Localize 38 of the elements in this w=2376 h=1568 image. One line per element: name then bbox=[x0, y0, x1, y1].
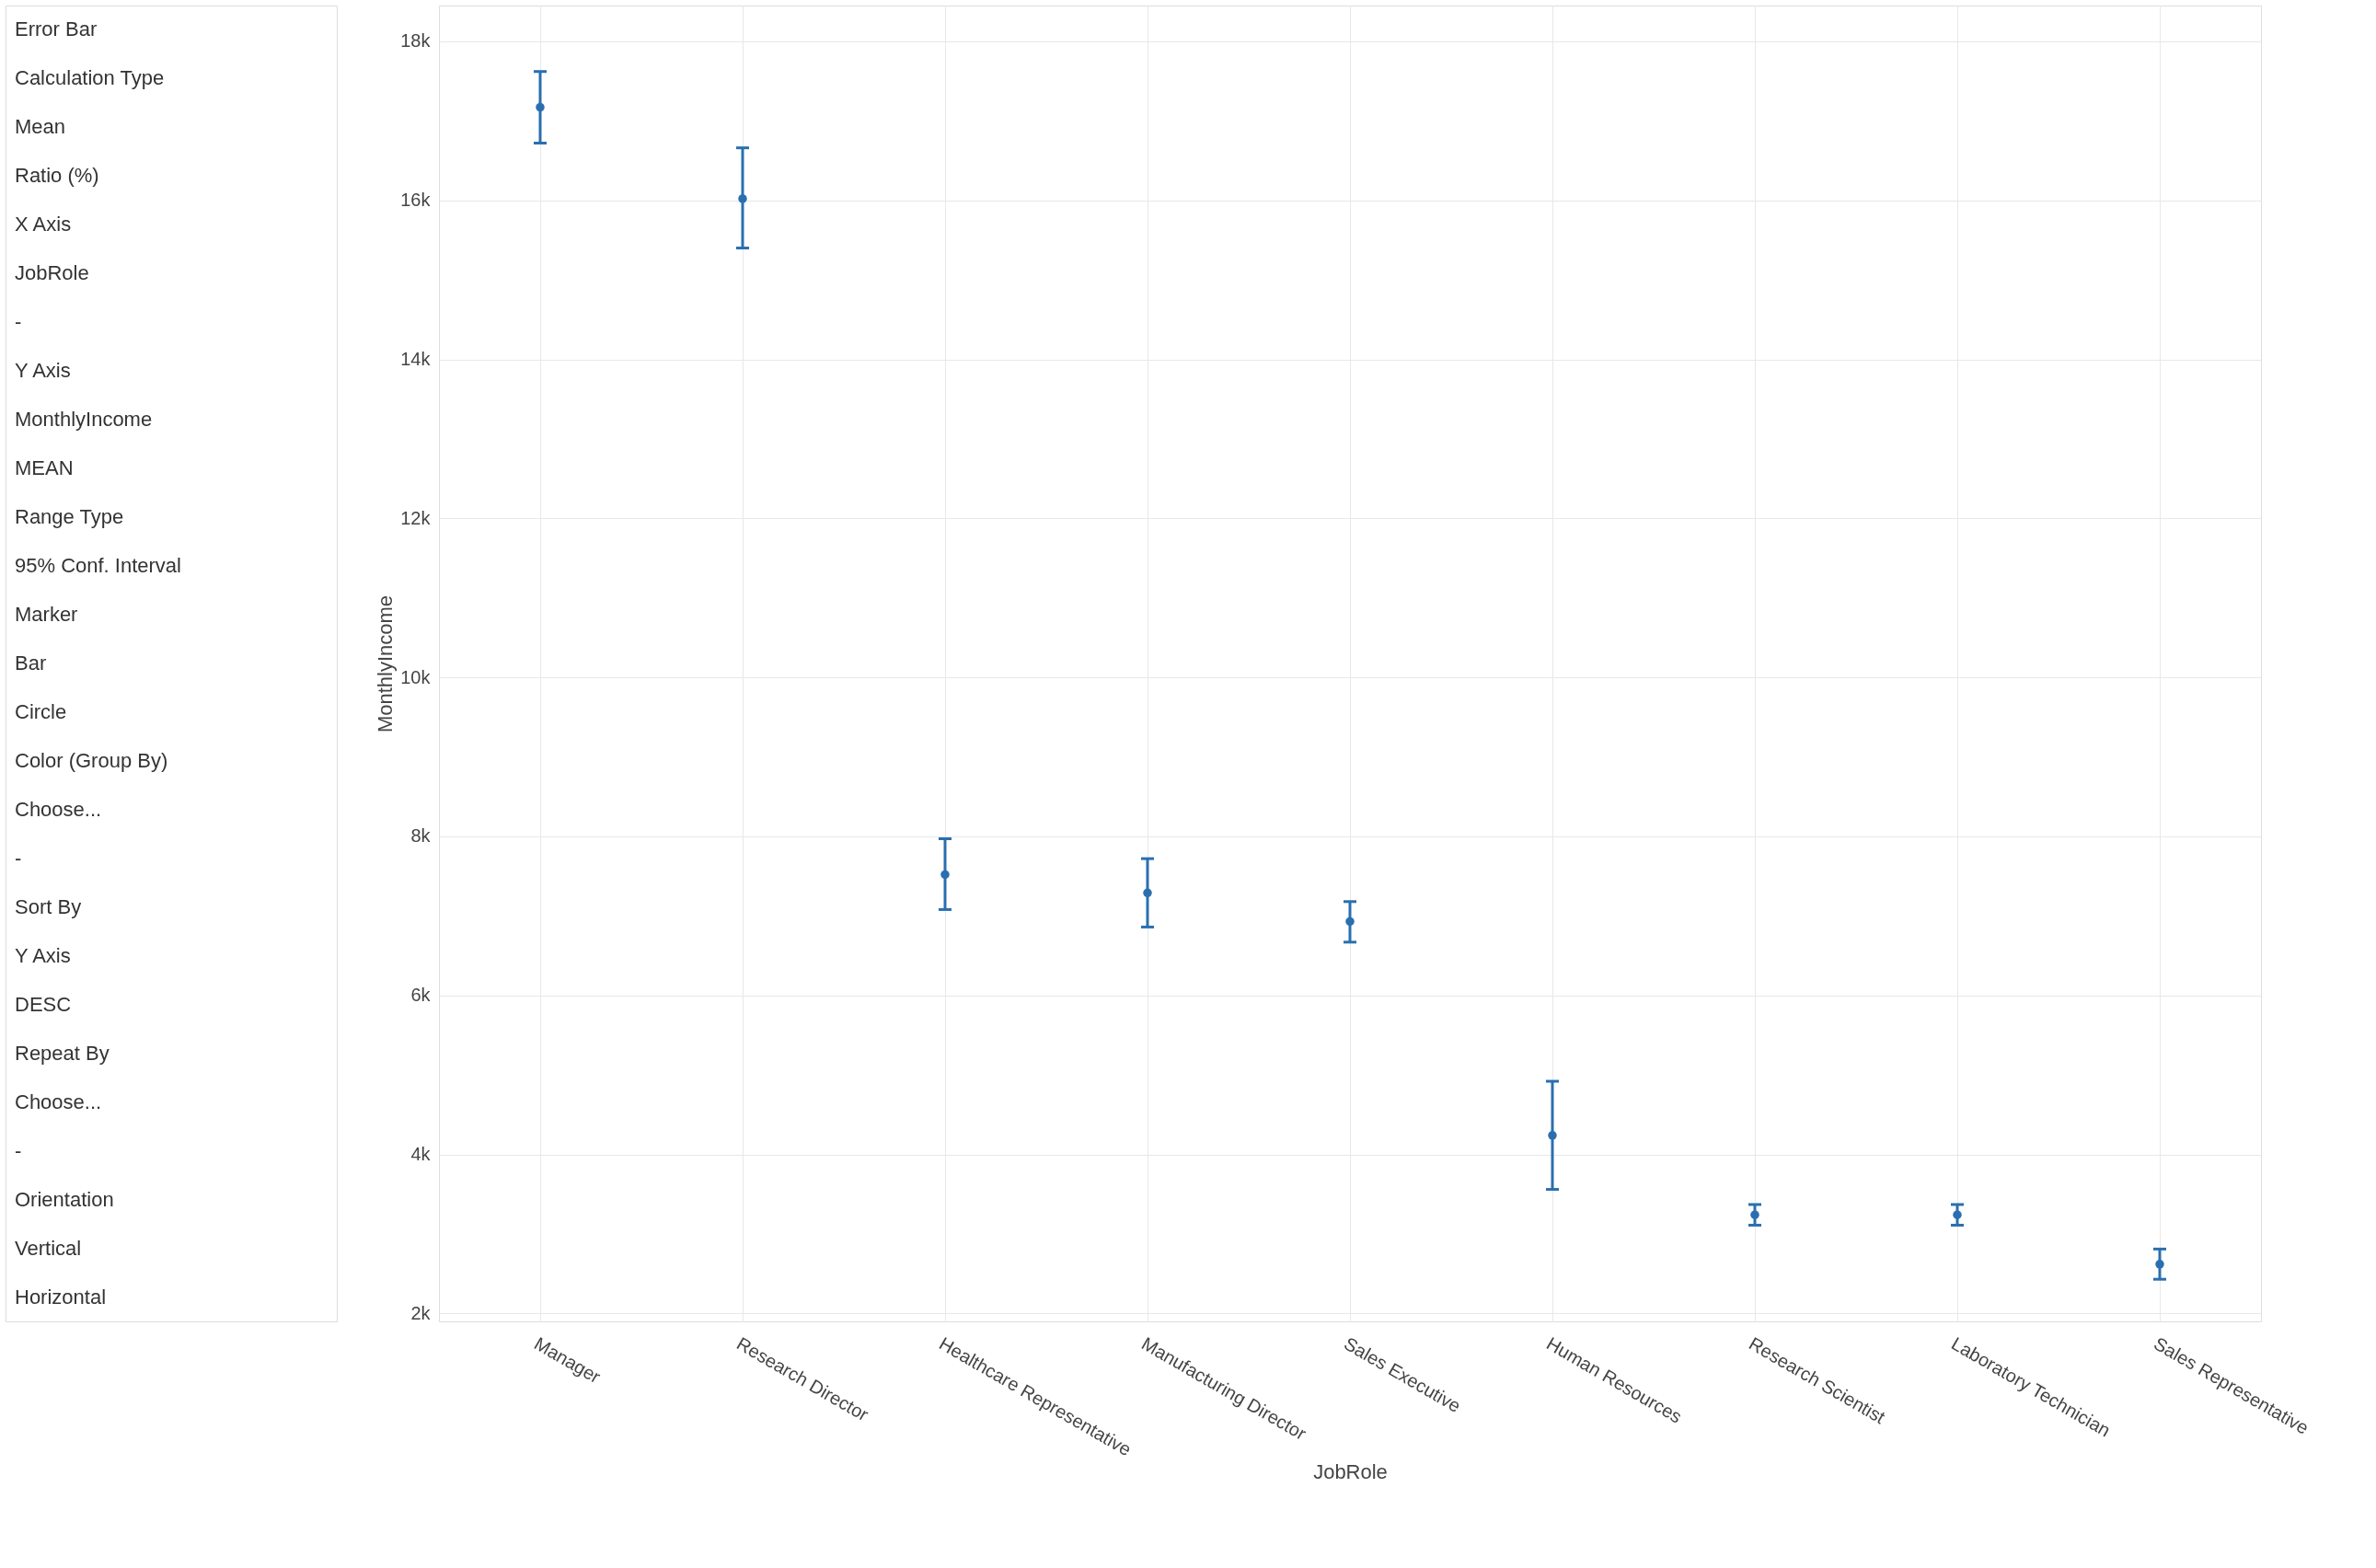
text: MEAN bbox=[15, 456, 74, 480]
y-tick-label: 18k bbox=[400, 30, 432, 52]
text: Horizontal bbox=[15, 1285, 107, 1309]
text: Orientation bbox=[15, 1187, 114, 1211]
text: - bbox=[15, 1138, 22, 1162]
text: Choose... bbox=[15, 797, 102, 821]
y-tick-label: 8k bbox=[410, 825, 432, 847]
text: Repeat By bbox=[15, 1041, 110, 1065]
text: Marker bbox=[15, 603, 78, 627]
text: Bar bbox=[15, 651, 47, 674]
text: - bbox=[15, 310, 22, 334]
text: 95% Conf. Interval bbox=[15, 554, 181, 578]
y-tick-label: 12k bbox=[400, 507, 432, 528]
text: X Axis bbox=[15, 213, 72, 236]
y-tick-label: 16k bbox=[400, 190, 432, 211]
text: Color (Group By) bbox=[15, 748, 168, 772]
text: Circle bbox=[15, 699, 67, 723]
text: Vertical bbox=[15, 1236, 82, 1260]
text: Y Axis bbox=[15, 943, 71, 967]
y-tick-label: 4k bbox=[410, 1144, 432, 1165]
text: JobRole bbox=[15, 261, 89, 285]
y-tick-label: 6k bbox=[410, 985, 432, 1006]
text: Error Bar bbox=[15, 17, 98, 41]
y-tick-label: 10k bbox=[400, 666, 432, 687]
text: Ratio (%) bbox=[15, 164, 99, 188]
text: Y Axis bbox=[15, 359, 71, 383]
text: Sort By bbox=[15, 894, 82, 918]
text: DESC bbox=[15, 992, 72, 1016]
text: Calculation Type bbox=[15, 66, 165, 90]
text: Mean bbox=[15, 115, 66, 139]
text: - bbox=[15, 846, 22, 870]
text: MonthlyIncome bbox=[15, 408, 153, 432]
y-axis-title: MonthlyIncome bbox=[374, 594, 398, 733]
text: Choose... bbox=[15, 1090, 102, 1113]
y-tick-label: 2k bbox=[410, 1302, 432, 1323]
text: Range Type bbox=[15, 505, 124, 529]
y-tick-label: 14k bbox=[400, 349, 432, 369]
x-axis-title: JobRole bbox=[1313, 1460, 1388, 1484]
